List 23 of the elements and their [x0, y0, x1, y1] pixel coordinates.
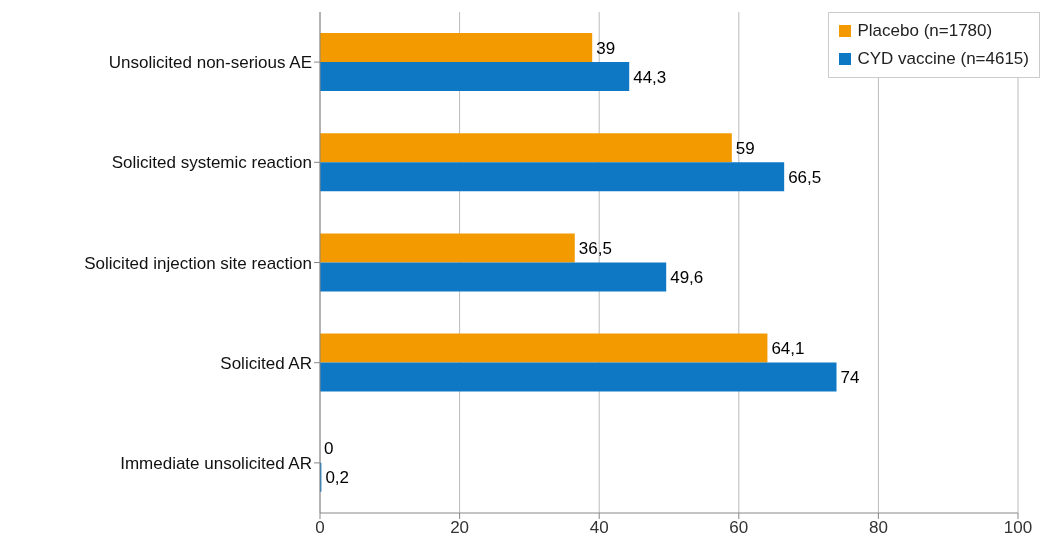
data-label: 49,6 [670, 268, 704, 287]
x-tick-label: 100 [1003, 518, 1033, 538]
data-label: 64,1 [771, 339, 805, 359]
x-tick-label: 0 [315, 518, 325, 538]
x-tick-label: 20 [450, 518, 470, 538]
x-tick-label: 80 [868, 518, 888, 538]
data-label: 44,3 [633, 67, 667, 87]
data-label: 36,5 [578, 239, 612, 258]
data-label: 66,5 [788, 167, 822, 187]
y-tick-label: Solicited injection site reaction [84, 253, 312, 273]
data-label: 0,2 [325, 468, 350, 488]
y-tick-label: Solicited systemic reaction [111, 153, 312, 173]
y-tick-label: Solicited AR [220, 353, 312, 373]
y-tick-label: Unsolicited non-serious AE [108, 53, 312, 73]
x-tick-label: 60 [729, 518, 749, 538]
x-tick-label: 40 [589, 518, 609, 538]
data-label: 0 [324, 439, 334, 459]
data-label: 39 [596, 38, 616, 58]
data-label: 74 [840, 368, 860, 388]
legend-label: Placebo (n=1780) [857, 20, 993, 42]
legend-label: CYD vaccine (n=4615) [857, 48, 1029, 70]
data-label: 59 [735, 138, 755, 158]
y-tick-label: Immediate unsolicited AR [120, 453, 312, 473]
